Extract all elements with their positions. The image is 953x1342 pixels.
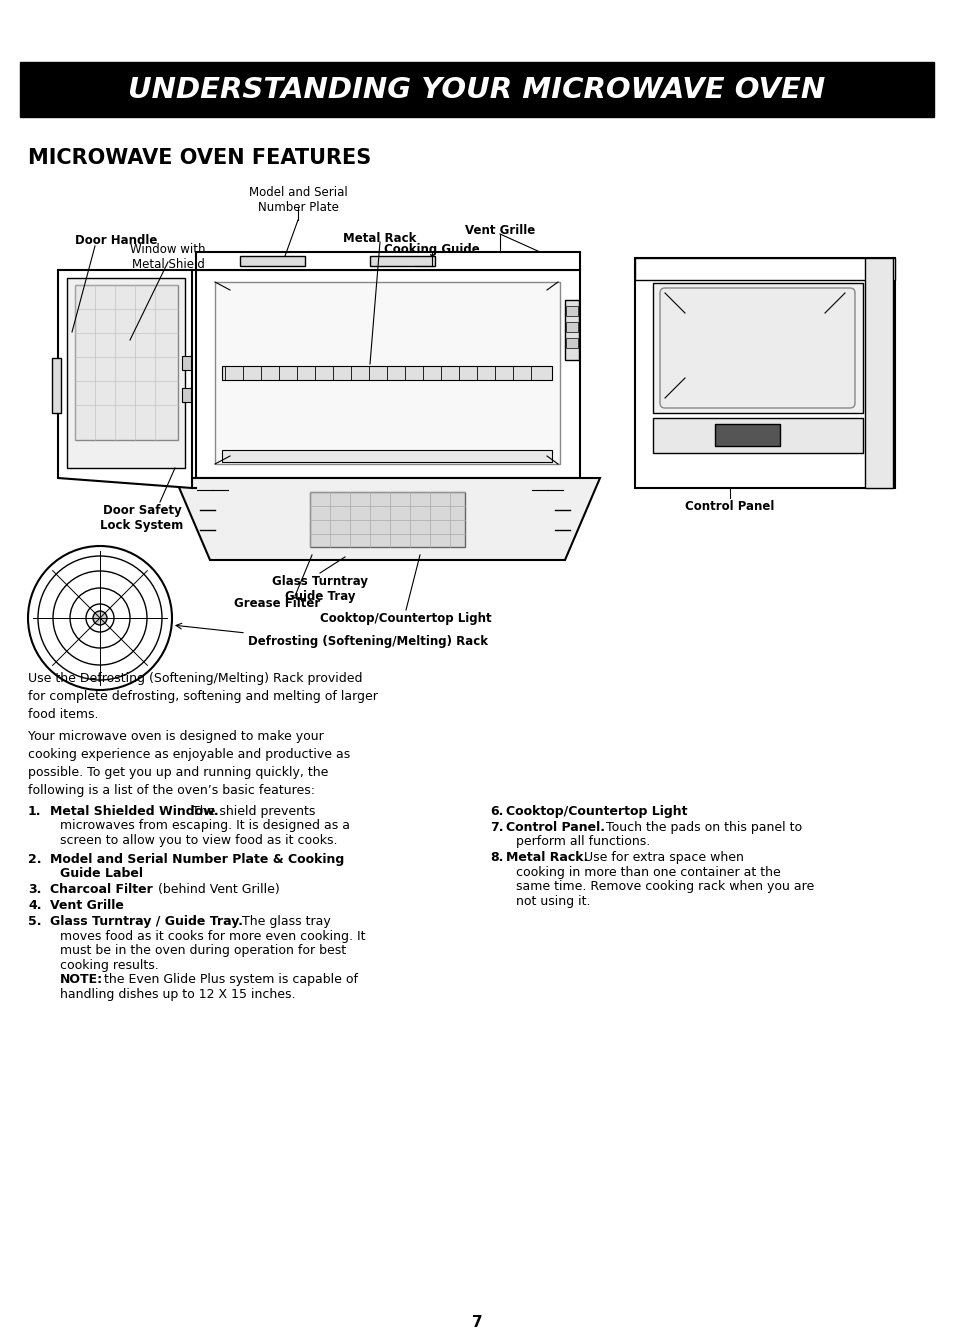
Text: The glass tray: The glass tray [237, 915, 331, 929]
Circle shape [53, 570, 147, 666]
Text: Vent Grille: Vent Grille [50, 899, 124, 913]
Text: (behind Vent Grille): (behind Vent Grille) [153, 883, 279, 896]
Text: Use the Defrosting (Softening/Melting) Rack provided
for complete defrosting, so: Use the Defrosting (Softening/Melting) R… [28, 672, 377, 721]
Circle shape [28, 546, 172, 690]
Bar [565, 322, 578, 331]
Text: Touch the pads on this panel to: Touch the pads on this panel to [601, 821, 801, 833]
Text: 8.: 8. [490, 851, 503, 864]
Text: cooking in more than one container at the: cooking in more than one container at th… [516, 866, 780, 879]
Bar [370, 256, 435, 266]
Bar [714, 424, 780, 446]
Text: Window with
Metal Shield: Window with Metal Shield [131, 243, 206, 271]
Text: microwaves from escaping. It is designed as a: microwaves from escaping. It is designed… [60, 820, 350, 832]
Circle shape [92, 611, 107, 625]
Bar [52, 358, 61, 413]
Text: 3.: 3. [28, 883, 41, 896]
Text: Door Handle: Door Handle [75, 234, 157, 247]
Bar [565, 306, 578, 315]
Bar [635, 258, 894, 280]
Text: same time. Remove cooking rack when you are: same time. Remove cooking rack when you … [516, 880, 814, 894]
Text: moves food as it cooks for more even cooking. It: moves food as it cooks for more even coo… [60, 930, 365, 942]
Text: 1.: 1. [28, 805, 42, 819]
Text: MICROWAVE OVEN FEATURES: MICROWAVE OVEN FEATURES [28, 148, 371, 168]
Circle shape [70, 588, 130, 648]
Circle shape [38, 556, 162, 680]
Bar [214, 282, 559, 464]
Text: 7: 7 [471, 1315, 482, 1330]
Text: UNDERSTANDING YOUR MICROWAVE OVEN: UNDERSTANDING YOUR MICROWAVE OVEN [129, 76, 824, 103]
Text: Charcoal Filter: Charcoal Filter [50, 883, 152, 896]
Text: Metal Shielded Window.: Metal Shielded Window. [50, 805, 218, 819]
Text: 5.: 5. [28, 915, 42, 929]
Bar [195, 270, 579, 478]
Bar [240, 256, 305, 266]
Text: Metal Rack: Metal Rack [343, 232, 416, 246]
Text: handling dishes up to 12 X 15 inches.: handling dishes up to 12 X 15 inches. [60, 988, 295, 1001]
Text: Your microwave oven is designed to make your
cooking experience as enjoyable and: Your microwave oven is designed to make … [28, 730, 350, 797]
Bar [75, 285, 178, 440]
Text: Use for extra space when: Use for extra space when [579, 851, 743, 864]
Bar [67, 278, 185, 468]
Text: screen to allow you to view food as it cooks.: screen to allow you to view food as it c… [60, 833, 337, 847]
Text: 6.: 6. [490, 805, 503, 819]
Text: must be in the oven during operation for best: must be in the oven during operation for… [60, 945, 346, 957]
Text: Cooking Guide: Cooking Guide [384, 243, 479, 256]
Text: Model and Serial
Number Plate: Model and Serial Number Plate [249, 187, 347, 213]
Bar [182, 356, 191, 370]
Text: 2.: 2. [28, 854, 42, 866]
Bar [310, 493, 464, 548]
Bar [864, 258, 892, 488]
Bar [222, 450, 552, 462]
Polygon shape [58, 270, 192, 488]
Circle shape [86, 604, 113, 632]
Bar [222, 366, 552, 380]
Text: 7.: 7. [490, 821, 503, 833]
Text: Control Panel.: Control Panel. [505, 821, 604, 833]
Text: Glass Turntray / Guide Tray.: Glass Turntray / Guide Tray. [50, 915, 243, 929]
Text: perform all functions.: perform all functions. [516, 836, 650, 848]
Bar [182, 388, 191, 403]
Text: Model and Serial Number Plate & Cooking: Model and Serial Number Plate & Cooking [50, 854, 344, 866]
Bar [20, 62, 933, 117]
Bar [195, 252, 579, 270]
Polygon shape [174, 478, 599, 560]
Text: Metal Rack.: Metal Rack. [505, 851, 588, 864]
Text: Guide Label: Guide Label [60, 867, 143, 880]
Text: 4.: 4. [28, 899, 42, 913]
Bar [652, 283, 862, 413]
FancyBboxPatch shape [659, 289, 854, 408]
Text: Control Panel: Control Panel [684, 501, 774, 513]
Text: cooking results.: cooking results. [60, 958, 158, 972]
Bar [564, 301, 578, 360]
Text: Glass Turntray
Guide Tray: Glass Turntray Guide Tray [272, 574, 368, 603]
Text: Door Safety
Lock System: Door Safety Lock System [100, 505, 183, 531]
Text: Vent Grille: Vent Grille [464, 224, 535, 238]
Bar [652, 417, 862, 454]
Text: NOTE:: NOTE: [60, 973, 103, 986]
Text: the Even Glide Plus system is capable of: the Even Glide Plus system is capable of [100, 973, 357, 986]
Text: The shield prevents: The shield prevents [188, 805, 315, 819]
Text: Cooktop/Countertop Light: Cooktop/Countertop Light [505, 805, 687, 819]
Text: Cooktop/Countertop Light: Cooktop/Countertop Light [320, 612, 492, 625]
Text: Defrosting (Softening/Melting) Rack: Defrosting (Softening/Melting) Rack [248, 635, 488, 648]
Text: Grease Filter: Grease Filter [233, 597, 320, 611]
Text: not using it.: not using it. [516, 895, 590, 909]
Bar [635, 258, 894, 488]
Bar [565, 338, 578, 348]
